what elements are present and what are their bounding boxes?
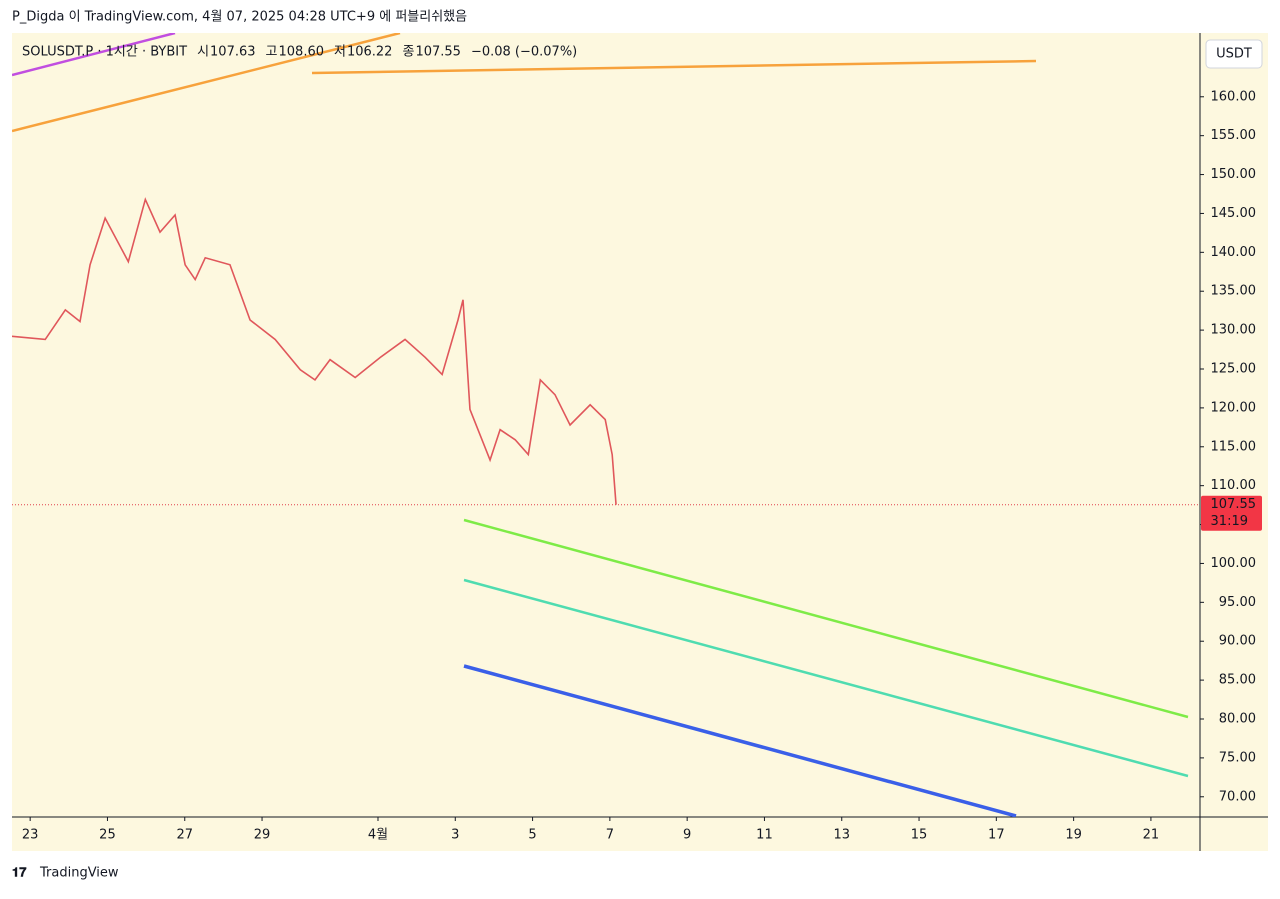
- drawings: [12, 33, 1189, 817]
- trendline: [463, 664, 1017, 817]
- trendline: [12, 33, 176, 77]
- last-price: 107.55: [1211, 497, 1257, 512]
- y-tick-label: 140.00: [1211, 245, 1257, 260]
- y-tick-label: 150.00: [1211, 167, 1257, 182]
- x-tick-label: 11: [756, 828, 773, 843]
- ohlc-key: 종: [402, 45, 414, 60]
- x-tick-label: 15: [911, 828, 928, 843]
- x-tick-label: 9: [683, 828, 691, 843]
- trendline: [463, 518, 1189, 719]
- last-price-tag: [1201, 495, 1262, 531]
- brand: TradingView: [39, 866, 119, 881]
- x-tick-label: 29: [254, 828, 271, 843]
- x-tick-label: 21: [1143, 828, 1160, 843]
- y-tick-label: 125.00: [1211, 362, 1257, 377]
- y-tick-label: 155.00: [1211, 128, 1257, 143]
- y-tick-label: 130.00: [1211, 323, 1257, 338]
- trendline: [12, 33, 401, 133]
- y-tick-label: 135.00: [1211, 284, 1257, 299]
- ohlc-key: 시: [197, 45, 209, 60]
- y-tick-label: 80.00: [1219, 712, 1256, 727]
- countdown: 31:19: [1211, 514, 1248, 529]
- y-tick-label: 115.00: [1211, 439, 1257, 454]
- x-tick-label: 13: [833, 828, 850, 843]
- x-tick-label: 4월: [368, 828, 388, 843]
- currency[interactable]: USDT: [1216, 47, 1252, 62]
- ohlc-value: 107.55: [415, 45, 461, 60]
- y-tick-label: 75.00: [1219, 750, 1256, 765]
- ohlc-value: 107.63: [210, 45, 256, 60]
- trendline: [463, 578, 1189, 778]
- logo-mark: 𝟏𝟕: [12, 866, 27, 881]
- x-tick-label: 3: [451, 828, 459, 843]
- y-tick-label: 95.00: [1219, 595, 1256, 610]
- ohlc-key: 저: [334, 45, 346, 60]
- x-tick-label: 27: [176, 828, 193, 843]
- symbol: SOLUSDT.P · 1시간 · BYBIT: [22, 45, 187, 60]
- ohlc-key: 고: [266, 45, 278, 60]
- y-tick-label: 85.00: [1219, 673, 1256, 688]
- x-tick-label: 17: [988, 828, 1005, 843]
- price-line: [12, 197, 617, 505]
- y-tick-label: 100.00: [1211, 556, 1257, 571]
- trendline: [311, 59, 1037, 75]
- chart-background: [12, 33, 1268, 851]
- y-tick-label: 160.00: [1211, 89, 1257, 104]
- y-tick-label: 110.00: [1211, 478, 1257, 493]
- y-tick-label: 90.00: [1219, 634, 1256, 649]
- x-tick-label: 23: [22, 828, 39, 843]
- x-tick-label: 25: [99, 828, 116, 843]
- x-tick-label: 7: [606, 828, 614, 843]
- y-tick-label: 145.00: [1211, 206, 1257, 221]
- series: [12, 197, 617, 505]
- currency-button[interactable]: [1205, 39, 1263, 69]
- change: −0.08 (−0.07%): [471, 45, 577, 60]
- ohlc-value: 106.22: [347, 45, 393, 60]
- publish-line: P_Digda 이 TradingView.com, 4월 07, 2025 0…: [12, 9, 467, 25]
- y-tick-label: 70.00: [1219, 789, 1256, 804]
- x-tick-label: 19: [1065, 828, 1082, 843]
- y-tick-label: 120.00: [1211, 400, 1257, 415]
- x-tick-label: 5: [528, 828, 536, 843]
- ohlc-value: 108.60: [279, 45, 325, 60]
